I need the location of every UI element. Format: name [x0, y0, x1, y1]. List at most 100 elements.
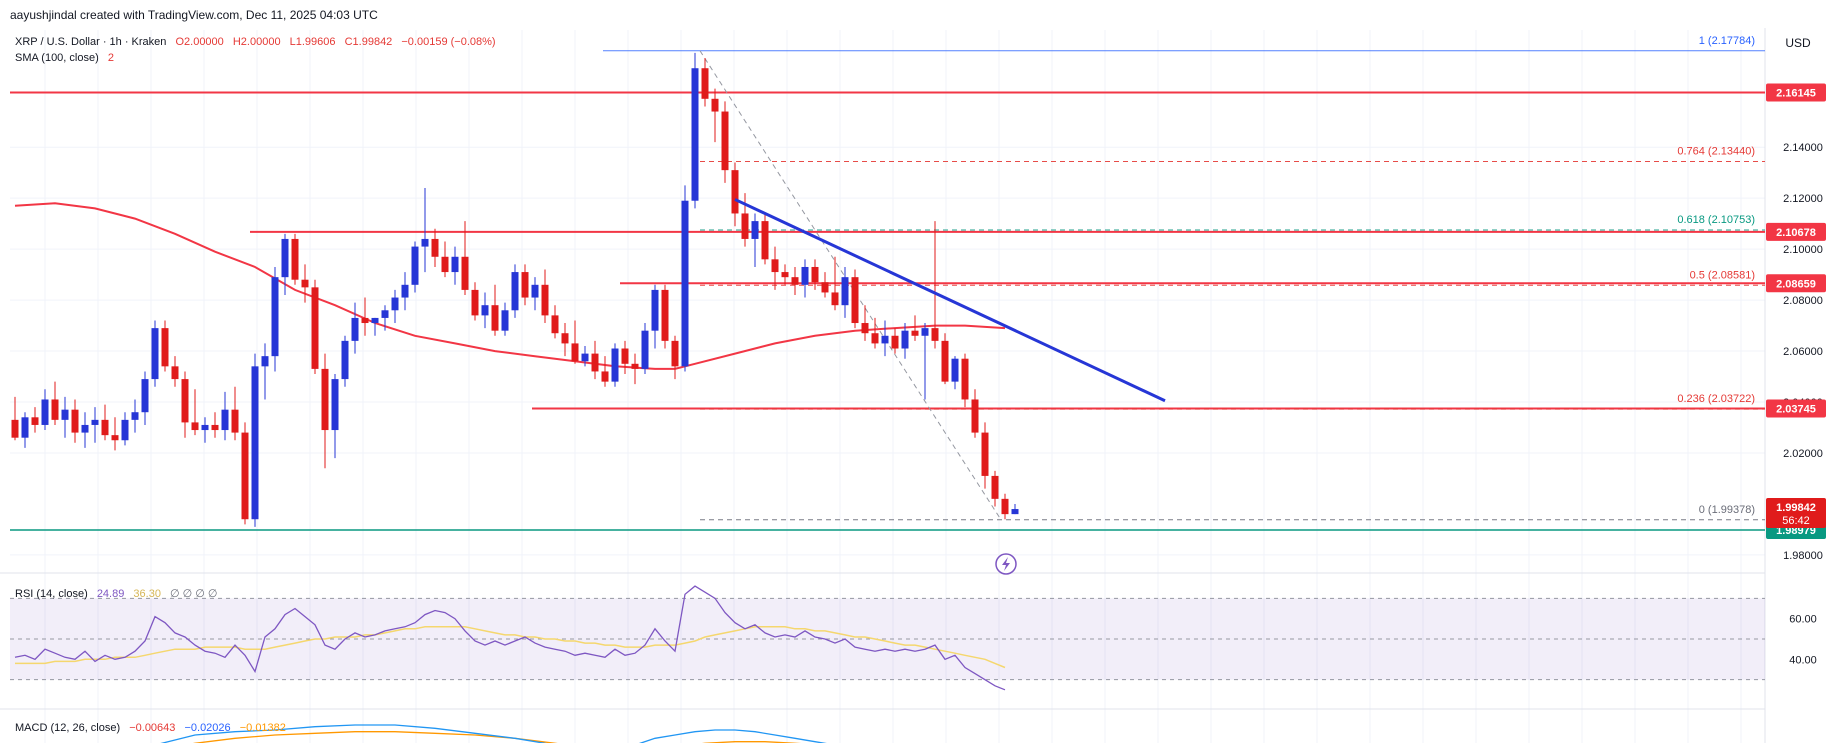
candle-body	[311, 287, 319, 369]
candle-body	[791, 277, 799, 285]
candle-body	[561, 333, 569, 344]
candle	[441, 241, 449, 278]
candle-body	[131, 412, 139, 420]
candle-body	[901, 330, 909, 349]
candle	[731, 162, 739, 227]
candle-body	[91, 419, 99, 425]
candle-body	[601, 371, 609, 382]
candle-body	[111, 435, 119, 441]
candle	[931, 221, 939, 349]
y-tick-label: 2.14000	[1783, 142, 1823, 154]
candle	[231, 386, 239, 441]
candle-body	[631, 363, 639, 369]
candle	[511, 264, 519, 318]
price-tags: 2.161452.106782.086592.037451.989791.998…	[1766, 83, 1826, 539]
symbol-legend[interactable]: XRP / U.S. Dollar · 1h · Kraken O2.00000…	[15, 36, 496, 48]
candle-body	[461, 256, 469, 290]
high-value: H2.00000	[232, 36, 281, 48]
candle	[421, 187, 429, 273]
candle	[801, 259, 809, 298]
candle-body	[651, 289, 659, 331]
candle-body	[401, 284, 409, 298]
candle	[551, 305, 559, 339]
candle-body	[391, 297, 399, 311]
candle	[351, 302, 359, 354]
rsi-tick-label: 60.00	[1789, 614, 1817, 626]
candle	[341, 335, 349, 387]
candle-body	[951, 358, 959, 382]
candle-body	[181, 379, 189, 423]
candle	[571, 320, 579, 364]
candle	[591, 340, 599, 380]
candle-body	[721, 111, 729, 171]
candle-body	[761, 221, 769, 260]
macd-legend[interactable]: MACD (12, 26, close) −0.00643 −0.02026 −…	[15, 722, 286, 734]
candle-body	[611, 348, 619, 382]
y-tick-label: 2.06000	[1783, 346, 1823, 358]
candle	[111, 417, 119, 451]
candle	[461, 221, 469, 295]
candle	[911, 315, 919, 341]
sma-legend[interactable]: SMA (100, close) 2	[15, 52, 114, 64]
candle-body	[921, 328, 929, 336]
candle	[711, 88, 719, 143]
candle-body	[231, 409, 239, 433]
candles	[11, 52, 1019, 527]
candle-body	[291, 238, 299, 280]
candle-body	[381, 310, 389, 318]
currency-button[interactable]: USD	[1785, 36, 1811, 50]
candle-body	[751, 221, 759, 239]
candle-body	[431, 238, 439, 257]
fibonacci-retracement: 1 (2.17784) 0.764 (2.13440) 0.618 (2.10753…	[603, 35, 1765, 521]
candle	[621, 340, 629, 374]
fib-label: 0.764 (2.13440)	[1677, 145, 1755, 157]
candle	[791, 266, 799, 295]
candle	[181, 371, 189, 438]
candle-body	[161, 328, 169, 367]
candle-body	[251, 366, 259, 520]
y-tick-label: 2.02000	[1783, 448, 1823, 460]
candle	[391, 289, 399, 324]
candle	[671, 335, 679, 380]
candle-body	[701, 68, 709, 99]
candle-body	[841, 277, 849, 306]
candle-body	[941, 340, 949, 382]
macd-signal-line	[192, 731, 558, 743]
candle-body	[301, 279, 309, 288]
rsi-legend[interactable]: RSI (14, close) 24.89 36.30 ∅ ∅ ∅ ∅	[15, 587, 218, 600]
sma-value: 2	[107, 52, 114, 64]
candle-body	[31, 417, 39, 425]
candle-body	[11, 419, 19, 438]
candle	[601, 356, 609, 387]
chart-credit: aayushjindal created with TradingView.co…	[10, 8, 378, 22]
candle	[321, 353, 329, 469]
candle	[531, 277, 539, 311]
candle	[971, 389, 979, 438]
candle-body	[351, 317, 359, 341]
candle-body	[801, 266, 809, 285]
last-price-label: 1.99842	[1776, 502, 1816, 514]
low-value: L1.99606	[289, 36, 336, 48]
candle	[151, 320, 159, 387]
fib-label: 0 (1.99378)	[1699, 504, 1755, 516]
candle-body	[641, 330, 649, 369]
candle-body	[661, 289, 669, 341]
candle-body	[71, 409, 79, 433]
candle-body	[341, 340, 349, 380]
candle	[611, 343, 619, 387]
change-value: −0.00159 (−0.08%)	[401, 36, 496, 48]
macd-hist-value: −0.01382	[239, 722, 286, 734]
replay-icon	[995, 553, 1017, 575]
candle-body	[191, 422, 199, 431]
candle-body	[221, 409, 229, 431]
candle-body	[891, 335, 899, 349]
last-price-tag	[1766, 497, 1826, 528]
candle	[121, 412, 129, 446]
candle-body	[881, 335, 889, 344]
candle-body	[121, 419, 129, 441]
candle	[291, 233, 299, 285]
candle	[381, 305, 389, 331]
candle-body	[241, 432, 249, 520]
candle-body	[771, 259, 779, 273]
